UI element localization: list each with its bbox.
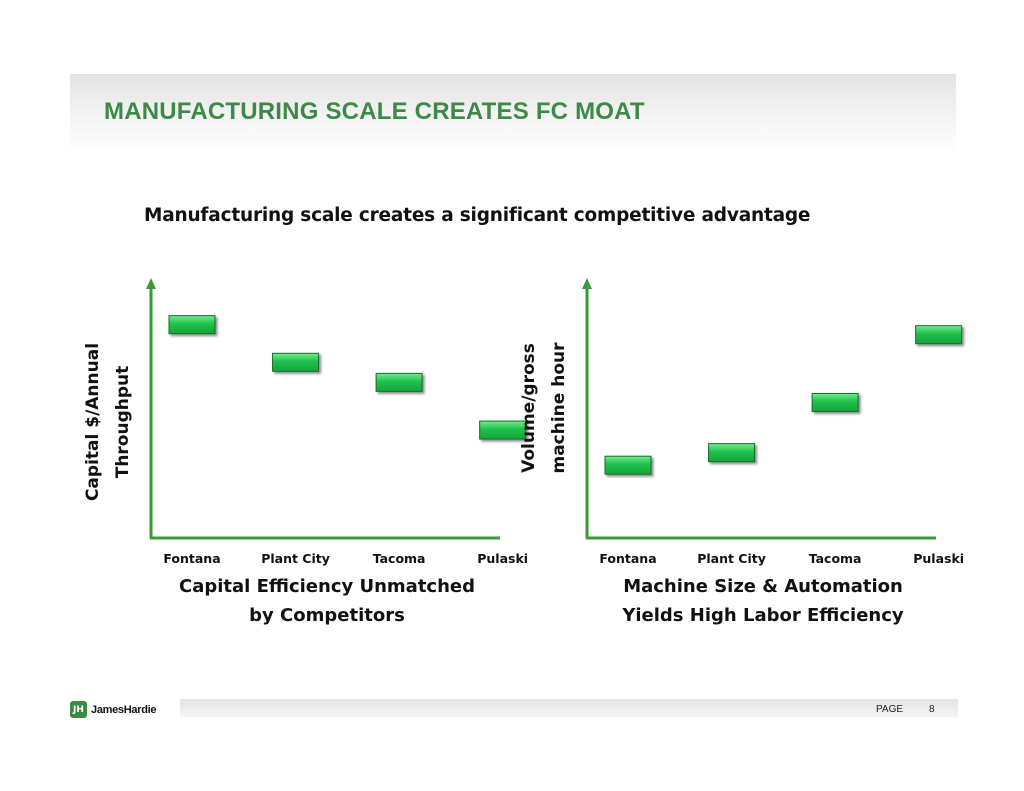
page-label: PAGE bbox=[876, 704, 904, 715]
chart1-caption-line1: Capital Efficiency Unmatched bbox=[178, 576, 475, 597]
page-number: 8 bbox=[929, 704, 935, 715]
page-title: MANUFACTURING SCALE CREATES FC MOAT bbox=[104, 98, 645, 125]
chart1-y-axis-label-line1: Capital $/Annual bbox=[83, 342, 103, 502]
slide-subtitle: Manufacturing scale creates a significan… bbox=[144, 205, 811, 226]
chart1-y-axis-label: Capital $/Annual Throughput bbox=[78, 307, 142, 537]
y-axis-arrowhead bbox=[582, 278, 592, 289]
data-marker-tacoma bbox=[811, 392, 859, 412]
data-marker-pulaski bbox=[915, 325, 963, 345]
chart1-caption-line2: by Competitors bbox=[249, 605, 405, 626]
x-tick-label-fontana: Fontana bbox=[599, 551, 656, 566]
x-tick-label-plant-city: Plant City bbox=[697, 551, 766, 566]
data-marker-plant-city bbox=[708, 443, 756, 463]
data-marker-fontana bbox=[168, 315, 216, 335]
chart2-y-axis-label: Volume/gross machine hour bbox=[514, 293, 578, 523]
x-tick-label-tacoma: Tacoma bbox=[809, 551, 862, 566]
chart-capital-efficiency: Fontana Plant City Tacoma Pulaski bbox=[146, 278, 528, 566]
chart2-y-axis-label-line2: machine hour bbox=[549, 342, 569, 474]
data-marker-pulaski bbox=[479, 420, 527, 440]
logo-text: JamesHardie bbox=[91, 703, 157, 716]
footer-band bbox=[180, 699, 958, 717]
data-marker-tacoma bbox=[375, 372, 423, 392]
x-tick-label-fontana: Fontana bbox=[163, 551, 220, 566]
chart2-caption-line1: Machine Size & Automation bbox=[623, 576, 903, 597]
chart2-y-axis-label-line1: Volume/gross bbox=[519, 343, 539, 473]
x-tick-label-tacoma: Tacoma bbox=[373, 551, 426, 566]
title-band bbox=[70, 74, 956, 154]
data-marker-plant-city bbox=[272, 352, 320, 372]
chart2-caption: Machine Size & Automation Yields High La… bbox=[583, 572, 943, 630]
chart2-caption-line2: Yields High Labor Efficiency bbox=[622, 605, 904, 626]
chart1-y-axis-label-line2: Throughput bbox=[113, 365, 133, 479]
chart1-caption: Capital Efficiency Unmatched by Competit… bbox=[147, 572, 507, 630]
chart-machine-size: Fontana Plant City Tacoma Pulaski bbox=[582, 278, 964, 566]
y-axis-arrowhead bbox=[146, 278, 156, 289]
x-tick-label-pulaski: Pulaski bbox=[913, 551, 964, 566]
jameshardie-logo-icon: JH bbox=[70, 701, 87, 718]
company-logo: JH JamesHardie bbox=[70, 701, 156, 718]
x-tick-label-pulaski: Pulaski bbox=[477, 551, 528, 566]
data-marker-fontana bbox=[604, 455, 652, 475]
x-tick-label-plant-city: Plant City bbox=[261, 551, 330, 566]
